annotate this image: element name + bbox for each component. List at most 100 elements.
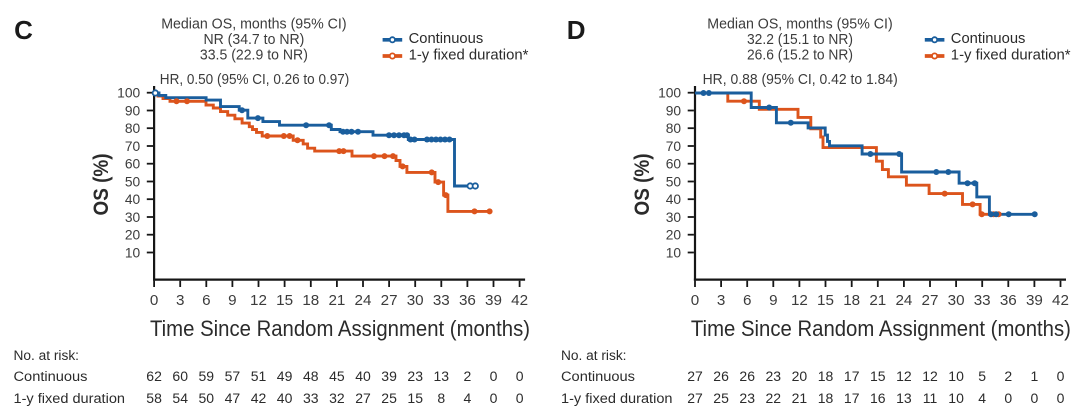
- svg-text:30: 30: [407, 292, 424, 309]
- svg-text:0: 0: [516, 390, 524, 406]
- svg-text:42: 42: [1052, 292, 1069, 309]
- svg-text:70: 70: [666, 139, 682, 154]
- svg-text:3: 3: [717, 292, 725, 309]
- svg-text:5: 5: [978, 368, 986, 384]
- svg-text:21: 21: [328, 292, 345, 309]
- svg-text:62: 62: [146, 368, 162, 384]
- svg-text:0: 0: [150, 292, 158, 309]
- svg-text:12: 12: [250, 292, 267, 309]
- svg-text:33: 33: [974, 292, 991, 309]
- svg-text:Continuous: Continuous: [561, 369, 635, 385]
- svg-text:21: 21: [869, 292, 886, 309]
- svg-text:39: 39: [1026, 292, 1043, 309]
- svg-text:10: 10: [666, 245, 682, 260]
- svg-text:23: 23: [739, 390, 755, 406]
- svg-text:21: 21: [792, 390, 808, 406]
- svg-text:90: 90: [666, 103, 682, 118]
- svg-text:12: 12: [922, 368, 938, 384]
- svg-text:15: 15: [276, 292, 293, 309]
- svg-text:Median OS, months (95% CI): Median OS, months (95% CI): [707, 17, 892, 33]
- svg-text:27: 27: [381, 292, 398, 309]
- svg-text:20: 20: [666, 228, 682, 243]
- svg-text:3: 3: [176, 292, 184, 309]
- svg-text:33.5 (22.9 to NR): 33.5 (22.9 to NR): [200, 48, 308, 64]
- svg-text:32.2 (15.1 to NR): 32.2 (15.1 to NR): [747, 32, 853, 48]
- svg-text:42: 42: [251, 390, 267, 406]
- svg-text:No. at risk:: No. at risk:: [14, 348, 80, 364]
- svg-text:39: 39: [381, 368, 397, 384]
- svg-text:27: 27: [355, 390, 371, 406]
- svg-text:0: 0: [516, 368, 524, 384]
- svg-text:0: 0: [1031, 390, 1039, 406]
- svg-text:OS (%): OS (%): [90, 154, 113, 216]
- svg-text:13: 13: [896, 390, 912, 406]
- svg-text:1-y fixed duration*: 1-y fixed duration*: [951, 48, 1071, 64]
- svg-text:4: 4: [978, 390, 986, 406]
- svg-text:40: 40: [277, 390, 293, 406]
- svg-text:0: 0: [1004, 390, 1012, 406]
- svg-text:33: 33: [303, 390, 319, 406]
- svg-text:49: 49: [277, 368, 293, 384]
- svg-text:100: 100: [117, 86, 140, 101]
- svg-text:18: 18: [843, 292, 860, 309]
- svg-text:1-y fixed duration*: 1-y fixed duration*: [409, 48, 529, 64]
- svg-text:4: 4: [464, 390, 472, 406]
- svg-text:HR, 0.50 (95% CI, 0.26 to 0.97: HR, 0.50 (95% CI, 0.26 to 0.97): [160, 72, 349, 88]
- svg-text:30: 30: [125, 210, 141, 225]
- svg-text:Time Since Random Assignment (: Time Since Random Assignment (months): [691, 316, 1071, 341]
- svg-text:48: 48: [303, 368, 319, 384]
- svg-text:8: 8: [437, 390, 445, 406]
- svg-text:20: 20: [125, 228, 141, 243]
- svg-text:60: 60: [125, 157, 141, 172]
- svg-text:50: 50: [666, 174, 682, 189]
- svg-text:1-y fixed duration: 1-y fixed duration: [14, 391, 126, 407]
- svg-text:23: 23: [766, 368, 782, 384]
- svg-text:15: 15: [817, 292, 834, 309]
- svg-text:40: 40: [125, 192, 141, 207]
- svg-text:27: 27: [922, 292, 939, 309]
- svg-text:18: 18: [302, 292, 319, 309]
- svg-text:0: 0: [490, 368, 498, 384]
- svg-text:0: 0: [490, 390, 498, 406]
- svg-text:33: 33: [433, 292, 450, 309]
- svg-text:18: 18: [818, 368, 834, 384]
- svg-text:42: 42: [511, 292, 528, 309]
- svg-text:50: 50: [199, 390, 215, 406]
- svg-text:54: 54: [172, 390, 188, 406]
- svg-text:27: 27: [687, 390, 703, 406]
- svg-text:26.6 (15.2 to NR): 26.6 (15.2 to NR): [747, 48, 853, 64]
- svg-text:15: 15: [870, 368, 886, 384]
- svg-text:100: 100: [658, 86, 681, 101]
- svg-text:Continuous: Continuous: [951, 31, 1026, 47]
- svg-text:0: 0: [1057, 368, 1065, 384]
- svg-text:NR (34.7 to NR): NR (34.7 to NR): [203, 32, 304, 48]
- svg-text:24: 24: [895, 292, 912, 309]
- svg-text:2: 2: [464, 368, 472, 384]
- svg-text:36: 36: [1000, 292, 1017, 309]
- svg-text:24: 24: [355, 292, 372, 309]
- svg-text:45: 45: [329, 368, 345, 384]
- svg-text:20: 20: [792, 368, 808, 384]
- svg-text:0: 0: [1057, 390, 1065, 406]
- svg-text:90: 90: [125, 103, 141, 118]
- svg-text:26: 26: [739, 368, 755, 384]
- svg-text:80: 80: [666, 121, 682, 136]
- svg-text:18: 18: [818, 390, 834, 406]
- svg-text:C: C: [14, 15, 33, 45]
- svg-text:36: 36: [459, 292, 476, 309]
- svg-text:OS (%): OS (%): [631, 154, 654, 216]
- svg-text:Median OS, months (95% CI): Median OS, months (95% CI): [161, 17, 346, 33]
- svg-text:17: 17: [844, 368, 860, 384]
- svg-text:51: 51: [251, 368, 267, 384]
- svg-text:Continuous: Continuous: [409, 31, 484, 47]
- svg-text:17: 17: [844, 390, 860, 406]
- svg-text:1-y fixed duration: 1-y fixed duration: [561, 391, 673, 407]
- svg-text:15: 15: [407, 390, 423, 406]
- svg-text:27: 27: [687, 368, 703, 384]
- svg-text:59: 59: [199, 368, 215, 384]
- svg-text:60: 60: [172, 368, 188, 384]
- svg-text:70: 70: [125, 139, 141, 154]
- svg-text:50: 50: [125, 174, 141, 189]
- svg-text:47: 47: [225, 390, 241, 406]
- svg-text:30: 30: [948, 292, 965, 309]
